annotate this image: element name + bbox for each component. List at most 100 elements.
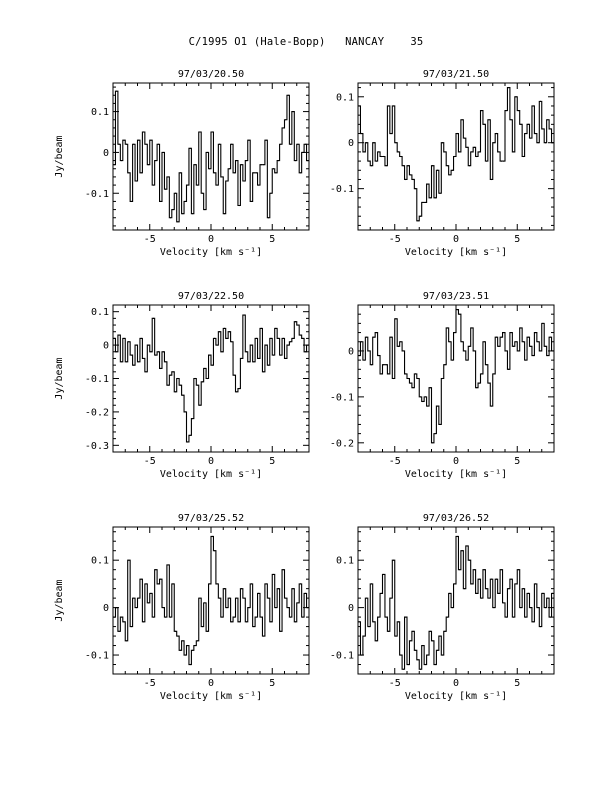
data-point [488,382,490,384]
data-point [172,208,174,211]
data-point [272,168,275,170]
data-point [236,597,238,599]
data-point [363,635,365,637]
data-point [233,172,235,174]
data-point [463,350,466,352]
x-tick-label: 5 [269,678,275,689]
data-point [441,377,444,380]
data-point [238,387,240,390]
data-point [155,159,157,162]
data-point [206,151,208,154]
data-point [116,351,118,353]
data-point [113,337,115,340]
data-point [473,350,475,352]
panel-title: 97/03/26.52 [423,513,489,524]
panel-title: 97/03/25.52 [178,513,244,524]
panel-title: 97/03/20.50 [178,69,244,80]
data-point [370,165,373,167]
data-point [162,151,164,154]
data-point [152,317,155,319]
data-point [522,341,524,343]
data-point [508,588,510,590]
data-point [179,649,181,651]
data-point [145,583,147,585]
data-point [270,621,272,623]
data-point [493,142,495,144]
data-point [434,663,436,666]
data-point [307,607,309,609]
data-point [211,364,213,366]
data-point [486,364,488,366]
data-point [270,192,272,194]
data-point [123,139,125,141]
data-point [397,621,400,623]
data-point [140,172,142,174]
data-point [263,164,265,166]
data-point [410,382,412,384]
data-point [297,602,299,604]
data-point [365,142,368,144]
data-point [201,625,204,628]
x-tick-label: 5 [514,456,520,467]
data-point [118,334,120,336]
data-point [500,160,502,162]
data-point [383,155,385,158]
data-point [216,583,218,585]
data-point [446,165,449,167]
data-point [304,351,306,353]
x-tick-label: -5 [389,678,401,689]
y-axis-label: Jy/beam [54,579,65,621]
data-point [182,394,184,396]
spectrum-panel-2: 97/03/21.50 -5 0 5 0.1 0 -0.1 Velocity [km s⁻¹] [330,69,555,258]
data-point [263,635,265,637]
data-point [424,663,426,666]
x-tick-label: -5 [144,456,156,467]
data-point [138,361,140,363]
data-point [439,423,441,426]
data-point [530,607,532,609]
data-point [481,597,483,599]
data-point [113,616,115,618]
data-point [451,607,453,609]
data-point [488,119,490,121]
data-point [125,361,128,363]
data-point [481,373,483,375]
y-tick-label: 0 [348,138,354,149]
data-point [160,200,162,203]
data-point [294,159,297,162]
data-point [466,359,468,361]
data-point [241,164,243,166]
data-point [510,578,512,580]
data-point [245,159,248,162]
data-point [463,137,466,139]
data-point [206,377,208,380]
data-point [429,387,431,389]
data-point [535,583,537,585]
data-point [547,119,549,121]
data-point [427,405,429,407]
data-point [395,142,397,144]
data-point [182,640,184,642]
y-tick-label: 0.1 [336,556,354,567]
data-point [446,616,449,618]
data-point [189,147,191,149]
data-point [361,341,363,343]
data-point [508,368,510,370]
data-point [434,197,436,199]
data-point [216,344,218,346]
data-point [282,127,284,129]
data-point [192,417,194,420]
data-point [287,607,289,609]
data-point [498,592,500,594]
data-point [483,341,485,343]
data-point [194,377,196,380]
data-point [424,396,426,398]
data-point [461,341,463,343]
data-point [456,308,458,311]
data-point [162,351,164,353]
y-tick-label: 0.1 [91,307,109,318]
data-point [444,364,446,366]
data-point [449,174,451,176]
data-point [204,602,206,604]
